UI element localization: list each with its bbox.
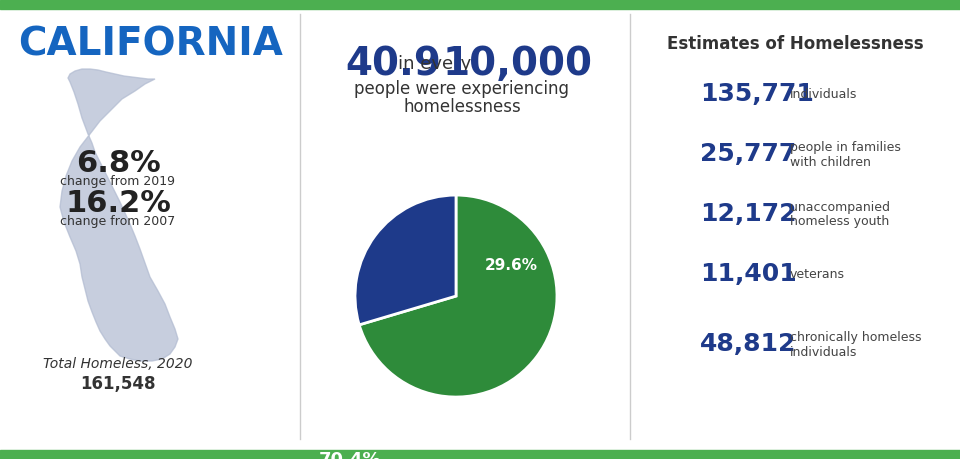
Text: individuals: individuals: [790, 88, 857, 101]
Text: Total Homeless, 2020: Total Homeless, 2020: [43, 357, 193, 371]
Bar: [0, 450, 960, 459]
Text: 135,771: 135,771: [700, 82, 814, 106]
Wedge shape: [355, 195, 456, 325]
Text: 29.6%: 29.6%: [485, 258, 538, 273]
Text: change from 2019: change from 2019: [60, 174, 176, 187]
Text: 16.2%: 16.2%: [65, 190, 171, 218]
Text: chronically homeless: chronically homeless: [790, 331, 922, 345]
Text: 161,548: 161,548: [81, 375, 156, 393]
Text: homeless youth: homeless youth: [790, 215, 889, 229]
Bar: [0, 0, 960, 9]
Text: with children: with children: [790, 156, 871, 168]
Text: individuals: individuals: [790, 346, 857, 358]
Text: 12,172: 12,172: [700, 202, 797, 226]
Text: 6.8%: 6.8%: [76, 150, 160, 179]
Text: 11,401: 11,401: [700, 262, 797, 286]
Text: 10,000: 10,000: [443, 45, 593, 83]
Text: CALIFORNIA: CALIFORNIA: [18, 25, 283, 63]
Wedge shape: [359, 195, 557, 397]
Text: people in families: people in families: [790, 141, 900, 155]
Text: people were experiencing: people were experiencing: [354, 80, 569, 98]
Text: 40.9: 40.9: [345, 45, 441, 83]
Text: veterans: veterans: [790, 268, 845, 280]
Text: in every: in every: [398, 55, 471, 73]
Text: Estimates of Homelessness: Estimates of Homelessness: [666, 35, 924, 53]
Text: 70.4%: 70.4%: [319, 451, 381, 459]
Text: change from 2007: change from 2007: [60, 214, 176, 228]
Text: homelessness: homelessness: [403, 98, 521, 116]
Text: 48,812: 48,812: [700, 332, 797, 356]
Polygon shape: [60, 69, 178, 361]
Text: 25,777: 25,777: [700, 142, 796, 166]
Text: unaccompanied: unaccompanied: [790, 202, 890, 214]
